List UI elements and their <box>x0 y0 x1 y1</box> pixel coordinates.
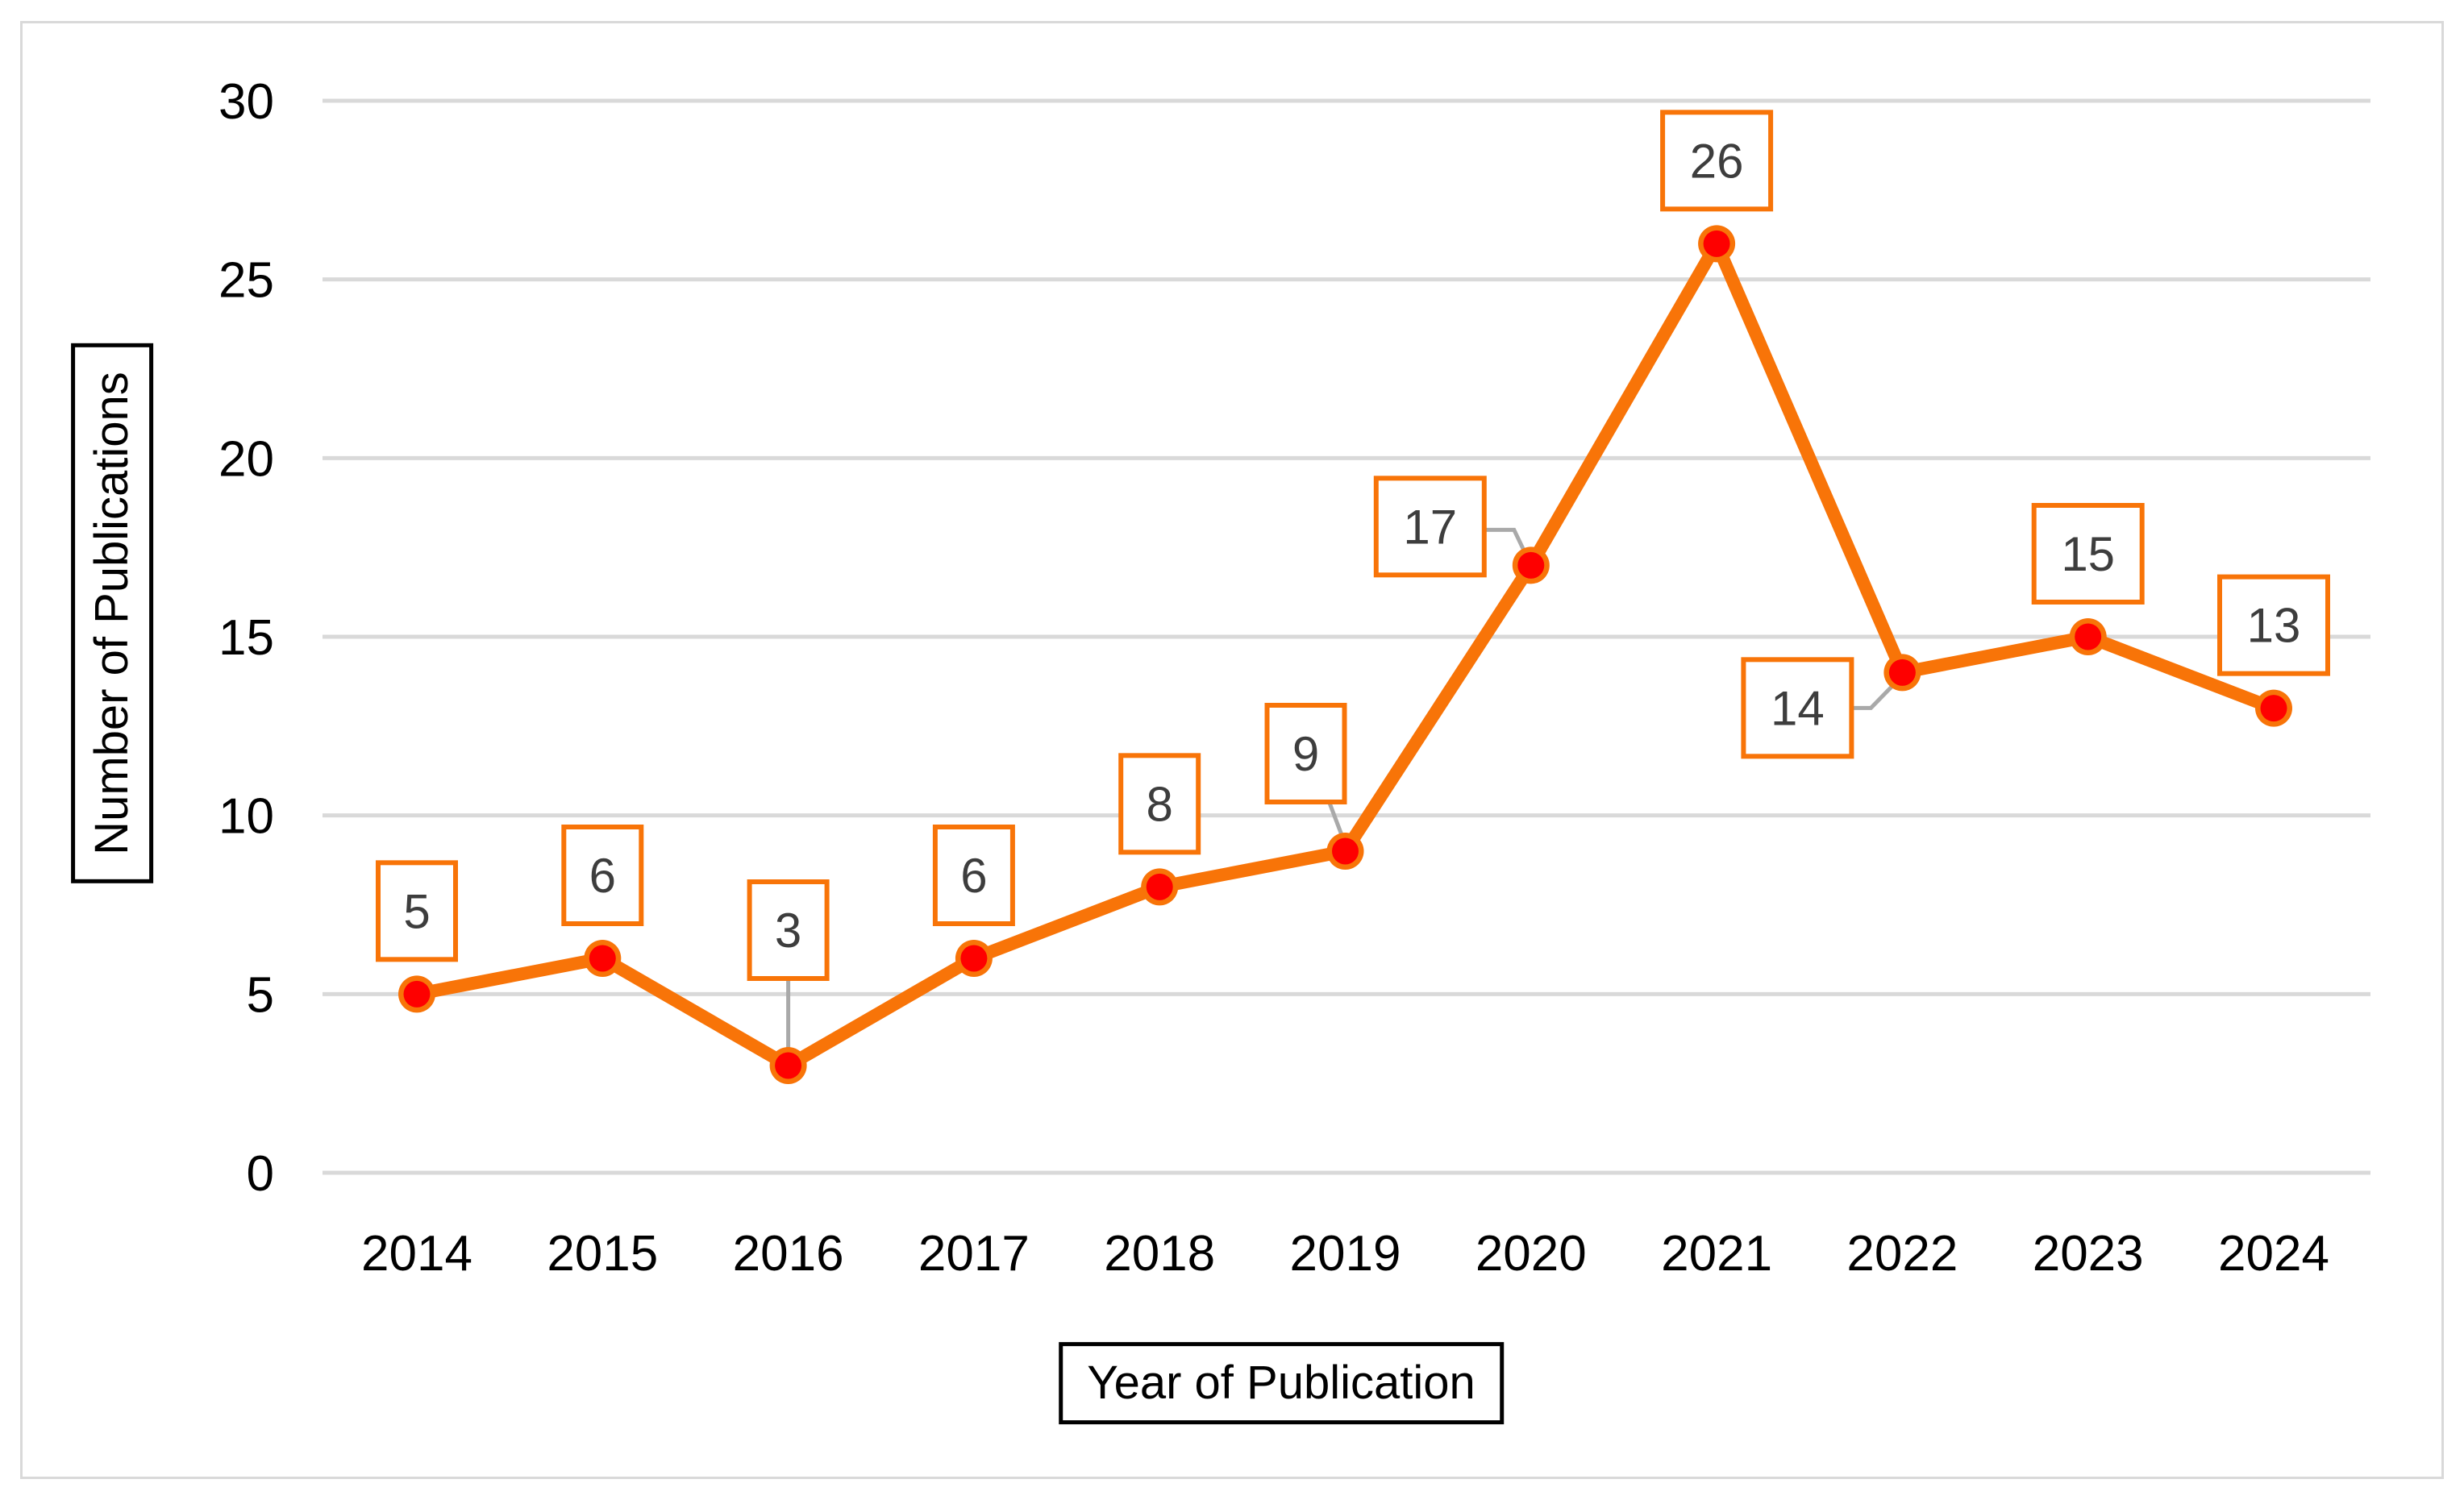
data-label: 13 <box>2247 599 2301 653</box>
data-point-marker <box>960 945 988 972</box>
data-label-box <box>561 825 644 927</box>
x-tick-label: 2023 <box>2033 1226 2144 1282</box>
data-label-box <box>376 860 458 962</box>
x-tick-label: 2015 <box>547 1226 658 1282</box>
y-tick-label: 10 <box>219 789 274 845</box>
data-label: 5 <box>403 884 430 938</box>
data-label: 3 <box>775 904 801 958</box>
y-axis-title: Number of Publications <box>71 343 153 883</box>
data-point-marker <box>2075 623 2102 650</box>
data-label: 9 <box>1292 727 1319 781</box>
x-tick-label: 2024 <box>2218 1226 2329 1282</box>
data-label-box <box>1118 753 1201 855</box>
x-tick-label: 2014 <box>361 1226 472 1282</box>
x-tick-label: 2019 <box>1290 1226 1401 1282</box>
data-label: 26 <box>1690 134 1744 188</box>
data-label: 17 <box>1403 500 1457 554</box>
data-label: 6 <box>589 849 616 903</box>
data-point-marker <box>589 945 616 972</box>
data-point-marker <box>1332 837 1359 865</box>
x-tick-label: 2021 <box>1661 1226 1772 1282</box>
data-label: 8 <box>1147 777 1173 831</box>
x-axis-title: Year of Publication <box>1059 1342 1504 1424</box>
data-label-box <box>1741 657 1854 759</box>
x-tick-label: 2022 <box>1846 1226 1958 1282</box>
y-tick-label: 0 <box>247 1146 274 1202</box>
data-label-box <box>2217 574 2330 676</box>
x-tick-label: 2018 <box>1104 1226 1215 1282</box>
data-label-box <box>932 825 1015 927</box>
figure-frame <box>20 21 2444 1479</box>
y-tick-label: 25 <box>219 253 274 309</box>
data-label-box <box>1373 476 1487 578</box>
data-point-marker <box>1888 659 1916 686</box>
data-point-marker <box>1517 551 1545 579</box>
data-label-box <box>747 879 830 982</box>
data-label: 15 <box>2061 527 2115 581</box>
data-point-marker <box>2260 695 2287 722</box>
data-point-marker <box>1703 230 1730 257</box>
x-tick-label: 2016 <box>733 1226 844 1282</box>
x-tick-label: 2017 <box>918 1226 1030 1282</box>
y-tick-label: 15 <box>219 610 274 666</box>
data-label-box <box>2031 503 2145 605</box>
series-line <box>410 237 2280 1073</box>
data-point-marker <box>775 1052 802 1079</box>
x-tick-label: 2020 <box>1475 1226 1587 1282</box>
y-tick-label: 5 <box>247 967 274 1023</box>
data-label: 14 <box>1771 681 1825 735</box>
data-point-marker <box>1146 873 1173 900</box>
y-tick-label: 30 <box>219 74 274 130</box>
data-label: 6 <box>960 849 987 903</box>
data-point-marker <box>403 980 431 1008</box>
data-label-box <box>1264 703 1347 805</box>
data-label-box <box>1660 110 1774 212</box>
y-tick-label: 20 <box>219 431 274 487</box>
